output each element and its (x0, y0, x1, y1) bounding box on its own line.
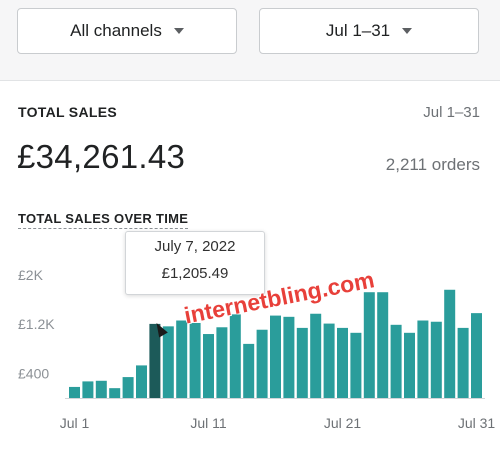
bar[interactable] (216, 327, 228, 398)
bar[interactable] (457, 327, 469, 398)
bar[interactable] (176, 320, 188, 398)
bar[interactable] (95, 380, 107, 398)
filter-bar: All channels Jul 1–31 (0, 0, 500, 81)
y-tick-label: £400 (18, 365, 49, 381)
bar[interactable] (283, 316, 295, 398)
bar[interactable] (256, 329, 268, 398)
bar[interactable] (417, 320, 429, 398)
bar[interactable] (162, 326, 174, 398)
bar[interactable] (82, 381, 94, 398)
channel-select-label: All channels (70, 21, 162, 40)
x-tick-label: Jul 11 (190, 415, 227, 431)
orders-count: 2,211 orders (385, 155, 480, 174)
y-tick-label: £1.2K (18, 316, 55, 332)
bar[interactable] (296, 327, 308, 398)
bar[interactable] (243, 343, 255, 398)
bar[interactable] (229, 314, 241, 398)
tooltip-value: £1,205.49 (161, 265, 229, 282)
tooltip-date: July 7, 2022 (154, 238, 236, 255)
sales-bar-chart[interactable]: £400 £1.2K £2K Jul 1 Jul 11 Jul 21 Jul 31 (0, 230, 500, 460)
y-tick-label: £2K (18, 267, 44, 283)
date-range-select-label: Jul 1–31 (325, 21, 391, 40)
total-sales-amount: £34,261.43 (17, 138, 186, 175)
caret-down-icon (173, 28, 184, 34)
bar[interactable] (430, 321, 442, 398)
bar-highlighted[interactable] (149, 323, 161, 398)
date-range-select[interactable]: Jul 1–31 (259, 8, 479, 54)
bar[interactable] (390, 324, 402, 398)
summary-date-range: Jul 1–31 (423, 104, 480, 121)
bar[interactable] (404, 332, 415, 398)
chart-tooltip: July 7, 2022 £1,205.49 (125, 231, 265, 295)
bar[interactable] (471, 313, 482, 398)
bar[interactable] (270, 315, 281, 398)
bar[interactable] (136, 365, 147, 398)
x-tick-label: Jul 31 (458, 415, 496, 431)
bar[interactable] (323, 323, 335, 398)
chart-title[interactable]: TOTAL SALES OVER TIME (18, 211, 189, 229)
bar[interactable] (69, 386, 80, 398)
caret-down-icon (402, 28, 413, 34)
x-tick-label: Jul 21 (324, 415, 362, 431)
total-sales-label: TOTAL SALES (18, 104, 117, 120)
x-tick-label: Jul 1 (60, 415, 90, 431)
bar[interactable] (122, 377, 134, 398)
bar[interactable] (377, 292, 389, 398)
bar[interactable] (310, 313, 322, 398)
bar[interactable] (189, 322, 201, 398)
bar[interactable] (444, 289, 456, 398)
bar[interactable] (203, 334, 214, 398)
bar[interactable] (363, 292, 375, 398)
channel-select[interactable]: All channels (17, 8, 237, 54)
bar[interactable] (337, 327, 348, 398)
bar[interactable] (350, 332, 362, 398)
bar[interactable] (109, 388, 121, 398)
